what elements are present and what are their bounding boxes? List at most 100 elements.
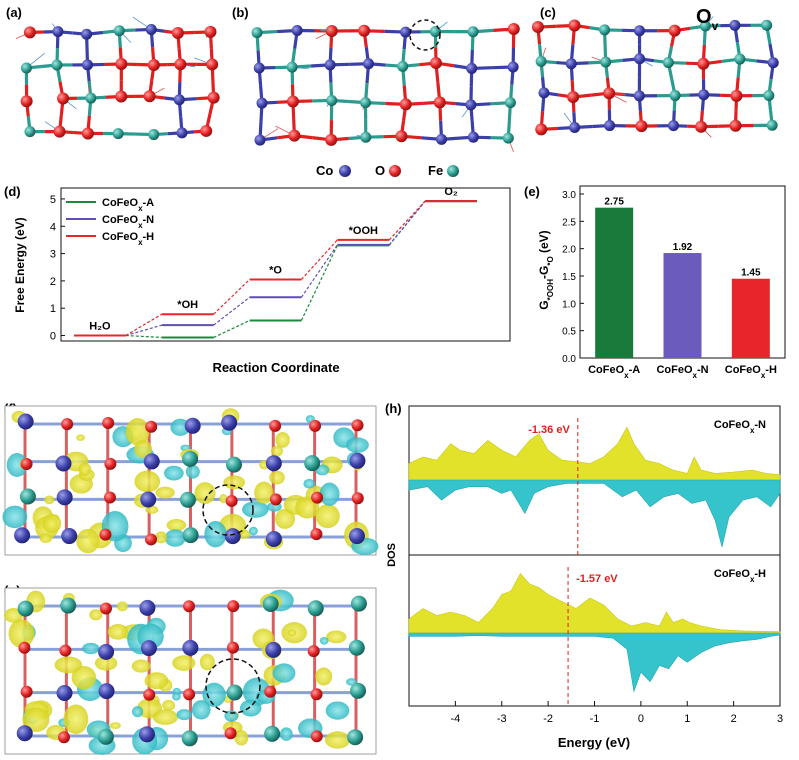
charge-lobe (42, 513, 62, 534)
legend-o-label: O (375, 163, 385, 178)
legend-fe-label: Fe (428, 163, 443, 178)
oxygen-atom (288, 129, 301, 142)
atom (350, 682, 367, 699)
atom (97, 728, 114, 745)
cobalt-atom (565, 58, 577, 70)
charge-lobe (109, 722, 121, 730)
charge-lobe (303, 478, 316, 489)
y-tick-label: 5 (50, 194, 56, 206)
bar-chart: 0.0 0.5 1.0 1.5 2.0 2.5 3.0 2.75 1.92 1.45 CoFeO… (537, 185, 786, 380)
active-site-circle-g (205, 658, 261, 714)
energy-connector (300, 239, 338, 280)
atom (179, 491, 196, 508)
legend-o-swatch (389, 165, 401, 177)
oxygen-atom (207, 91, 220, 104)
oxygen-atom (147, 59, 160, 72)
iron-atom (251, 27, 263, 39)
atom (351, 492, 364, 505)
atom (138, 726, 155, 743)
atom (17, 413, 34, 430)
iron-atom (766, 119, 778, 131)
oxygen-atom (115, 90, 128, 103)
iron-atom (467, 26, 479, 38)
charge-lobe (132, 706, 144, 718)
charge-lobe (76, 434, 86, 441)
atom (311, 491, 324, 504)
charge-lobe (78, 462, 92, 477)
atom (265, 641, 282, 658)
charge-lobe (82, 642, 100, 655)
charge-lobe (172, 655, 196, 671)
structure-legend: Co O Fe (316, 163, 459, 178)
iron-atom (286, 61, 298, 73)
charge-lobe (131, 659, 151, 673)
cobalt-atom (698, 89, 710, 101)
oxygen-atom (200, 124, 213, 137)
atom (17, 600, 34, 617)
chart-h-ylabel: DOS (386, 543, 398, 567)
oxygen-atom (635, 120, 648, 133)
charge-lobe (202, 682, 226, 707)
iron-atom (535, 55, 547, 67)
dos-spin-up-area (408, 426, 781, 481)
atom (182, 450, 199, 467)
charge-lobe (269, 470, 285, 485)
oxygen-atom (325, 25, 338, 38)
legend-co-label: Co (316, 163, 333, 178)
y-tick-label: 1.0 (562, 299, 576, 310)
energy-connector (125, 313, 163, 337)
oxygen-atom (433, 96, 446, 109)
y-tick-label: 1.5 (562, 272, 576, 283)
structure-image-a (15, 16, 220, 141)
atom (226, 684, 243, 701)
iron-atom (763, 89, 775, 101)
iron-atom (504, 97, 516, 109)
cobalt-atom (82, 59, 94, 71)
chart-d-category-labels: H₂O *OH *O *OOH O₂ (89, 186, 458, 332)
charge-lobe (185, 464, 200, 479)
atom (60, 597, 77, 614)
category-label: O₂ (444, 186, 458, 198)
iron-atom (699, 20, 711, 32)
subplot-label: CoFeOx-N (714, 419, 766, 435)
charge-lobe (319, 482, 340, 506)
oxygen-atom (171, 27, 184, 40)
cobalt-atom (363, 58, 375, 70)
chart-e-bars: 2.75 1.92 1.45 (595, 197, 770, 358)
atom (99, 528, 112, 541)
y-tick-label: 0.5 (562, 327, 576, 338)
panel-label-h: (h) (385, 401, 402, 416)
atom (265, 455, 282, 472)
atom (264, 685, 277, 698)
bar-value-label: 2.75 (604, 197, 624, 208)
atom (139, 599, 156, 616)
charge-lobe (166, 519, 187, 532)
atom (61, 418, 74, 431)
atom (310, 688, 323, 701)
atom (265, 530, 282, 547)
chart-h-xlabel: Energy (eV) (558, 735, 630, 750)
structure-image-b (251, 21, 520, 153)
bar (731, 278, 770, 358)
atom (225, 456, 242, 473)
atom (304, 455, 321, 472)
atom (221, 414, 238, 431)
atom (104, 457, 117, 470)
energy-connector (300, 245, 338, 321)
atom (182, 639, 199, 656)
x-tick-label: 1 (684, 713, 690, 725)
panel-label-d: (d) (4, 184, 21, 199)
charge-lobe (326, 630, 347, 644)
charge-lobe (144, 672, 169, 690)
chart-h-plots: -1.36 eV CoFeOx-N -1.57 eV CoFeOx-H (408, 418, 781, 706)
charge-lobe (134, 470, 161, 493)
iron-atom (51, 59, 63, 71)
atom (224, 727, 237, 740)
atom (307, 645, 320, 658)
atom (349, 452, 366, 469)
charge-lobe (270, 445, 283, 457)
active-site-circle-b (409, 19, 441, 51)
iron-atom (600, 56, 612, 68)
cobalt-atom (465, 99, 477, 111)
